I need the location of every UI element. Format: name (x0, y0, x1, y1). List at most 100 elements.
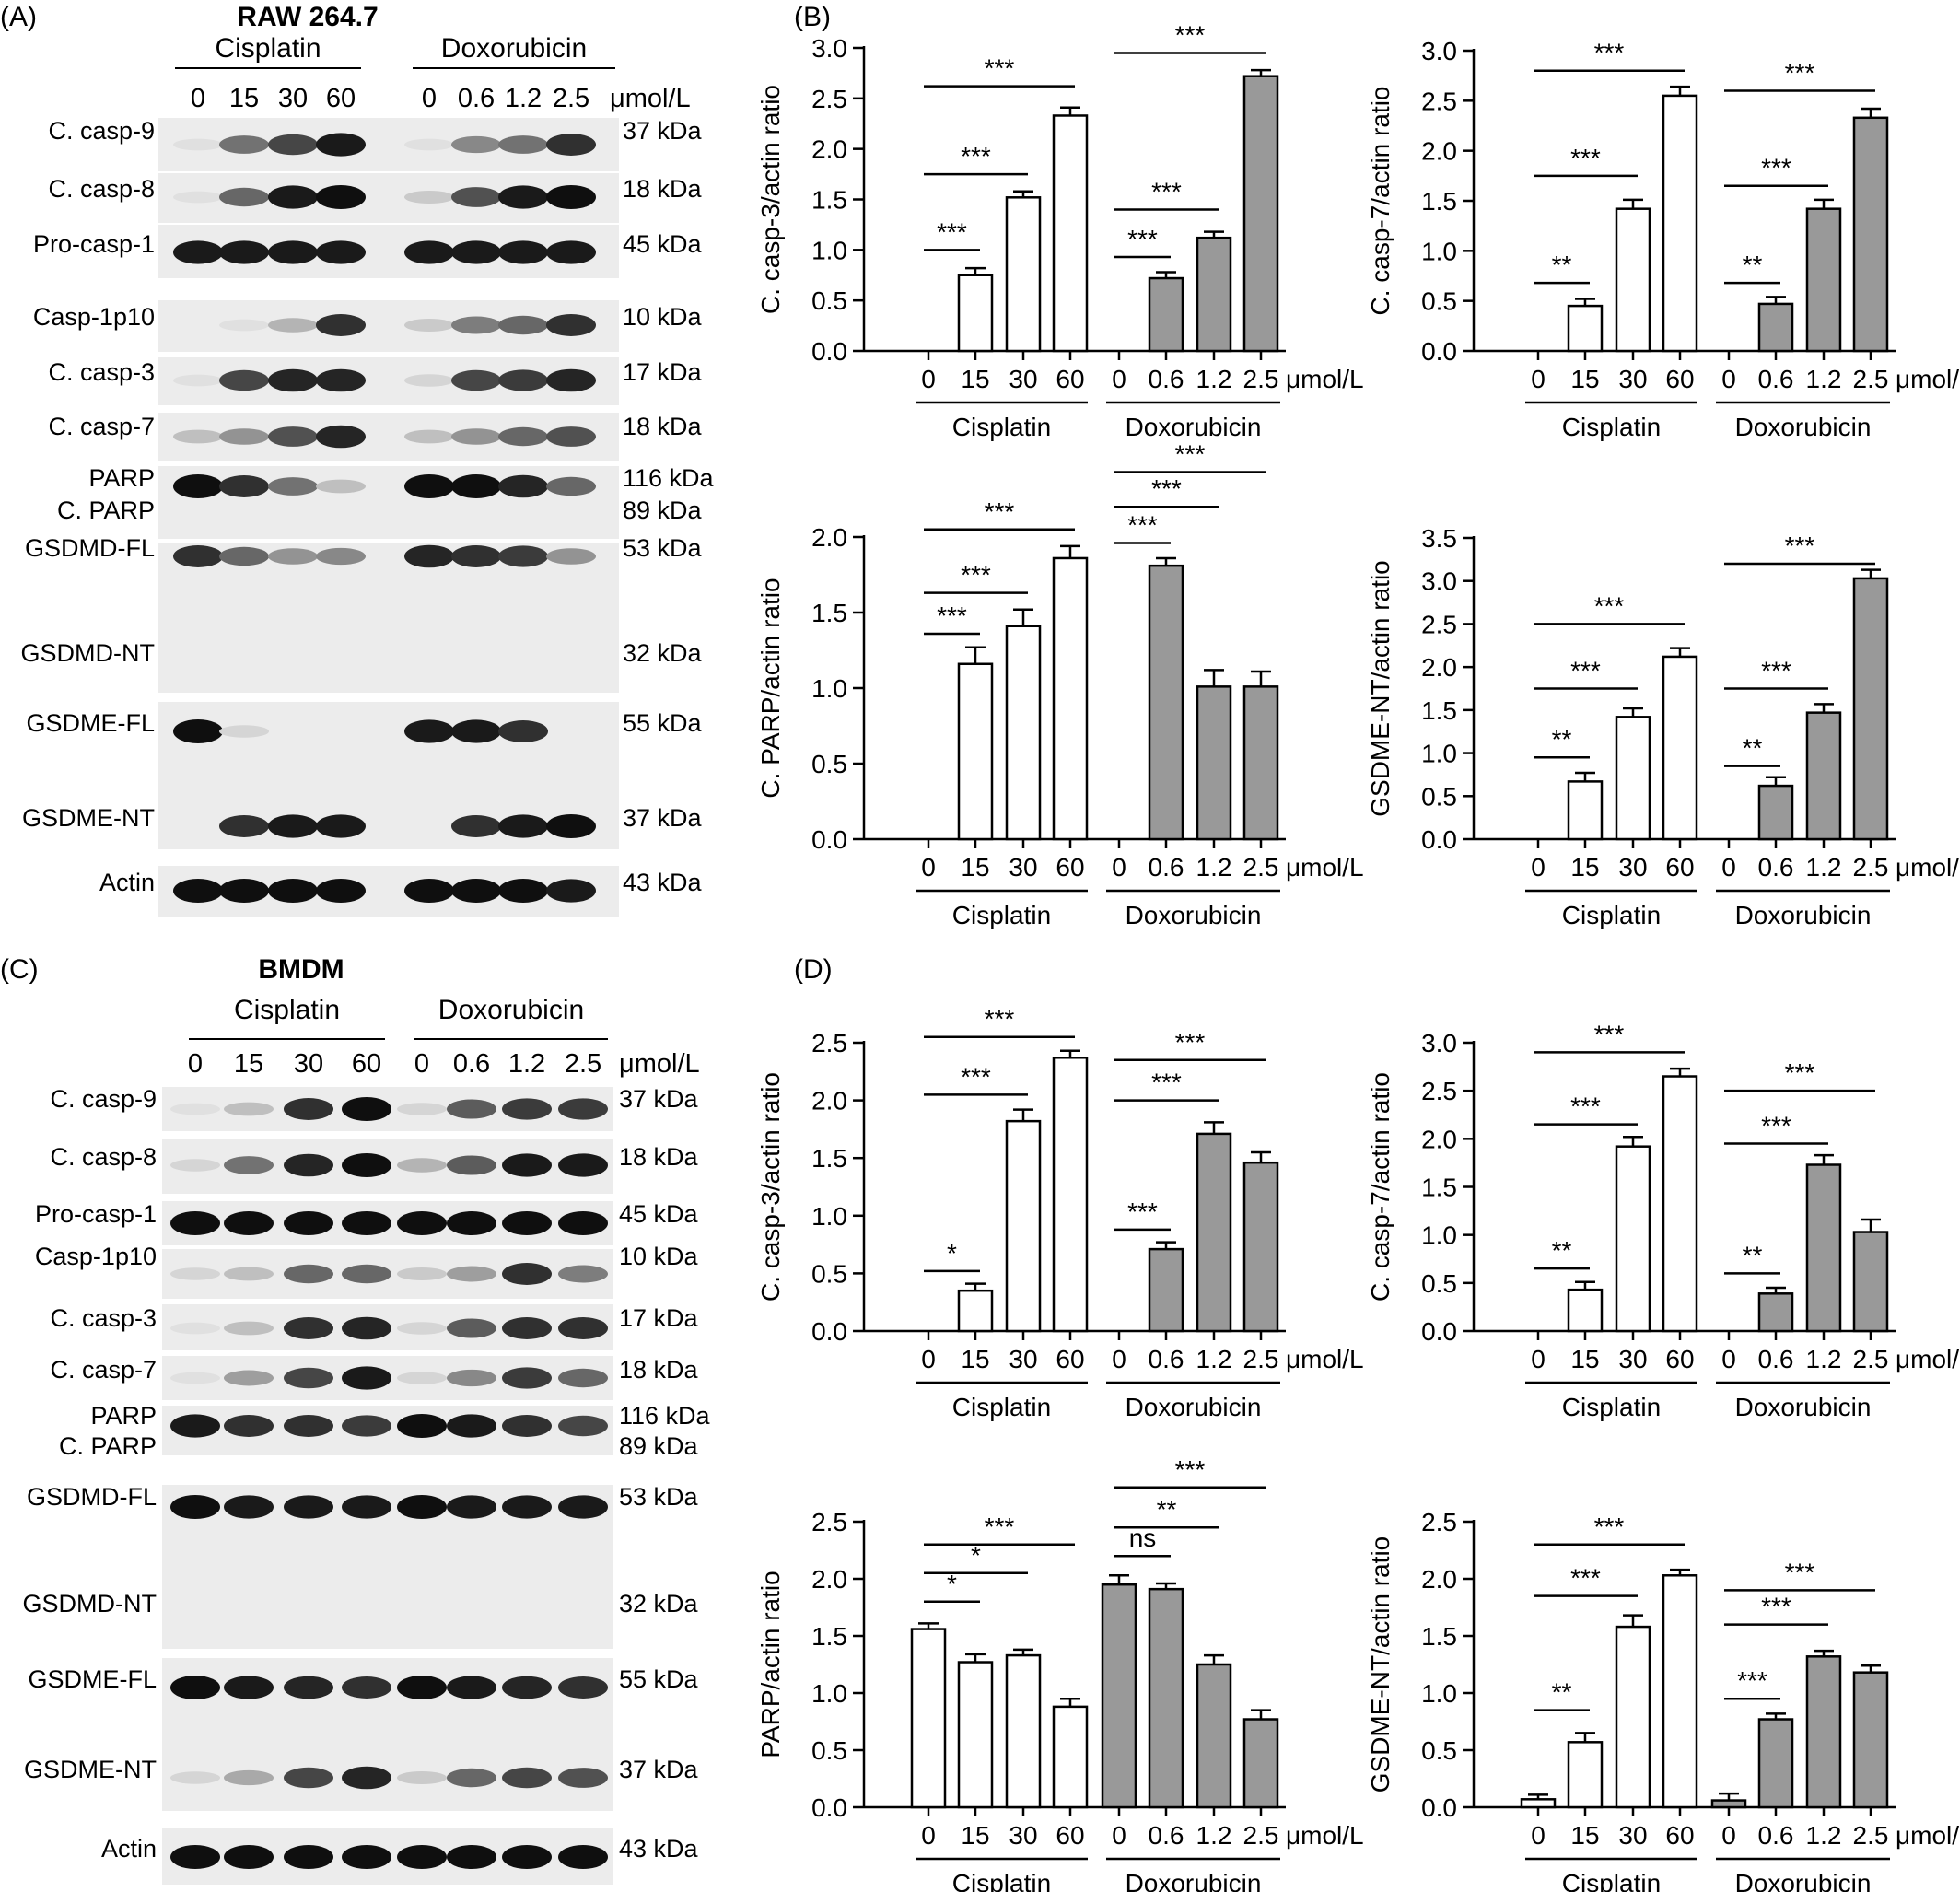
y-tick-label: 0.5 (1421, 1269, 1457, 1298)
significance-label: *** (937, 217, 967, 246)
blot-band (342, 1495, 391, 1519)
y-tick-label: 1.0 (1421, 1679, 1457, 1708)
blot-row: C. casp-9 37 kDa (50, 1085, 699, 1131)
blot-row: C. casp-9 37 kDa (48, 117, 703, 171)
blot-band (284, 1211, 333, 1235)
blot-band (342, 1366, 391, 1390)
blot-band (404, 474, 454, 498)
blot-unit-label: μmol/L (619, 1049, 700, 1079)
significance-label: ** (1552, 1236, 1572, 1265)
blot-row-label: Actin (101, 1835, 157, 1863)
blot-row: C. casp-3 17 kDa (50, 1304, 699, 1350)
x-tick-label: 0 (1721, 1345, 1736, 1373)
significance-label: *** (1594, 1020, 1625, 1048)
blot-row-label: C. casp-3 (48, 358, 155, 386)
blot-band (268, 185, 318, 209)
blot-band (451, 719, 501, 743)
blot-row: GSDME-FL GSDME-NT 55 kDa 37 kDa (24, 1658, 699, 1811)
blot-band (502, 1415, 552, 1437)
y-tick-label: 0.5 (1421, 1736, 1457, 1765)
y-tick-label: 2.0 (811, 1565, 847, 1594)
blot-band (224, 1415, 274, 1437)
significance-label: *** (1594, 591, 1625, 620)
blot-row: PARP C. PARP 116 kDa 89 kDa (57, 464, 715, 539)
blot-band (447, 1099, 496, 1119)
significance-label: *** (1127, 511, 1158, 540)
significance-label: *** (1151, 474, 1182, 503)
blot-lane-label: 0 (188, 1049, 203, 1079)
blot-band (451, 545, 501, 567)
blot-band (170, 1322, 220, 1335)
y-tick-label: 1.5 (1421, 187, 1457, 216)
significance-label: *** (985, 1512, 1015, 1541)
y-tick-label: 0.5 (811, 286, 847, 315)
kda-marker-label: 55 kDa (623, 709, 703, 737)
blot-row-label: GSDMD-FL (25, 534, 155, 562)
bar (1567, 780, 1604, 841)
blot-band (284, 1845, 333, 1869)
y-tick-label: 0.0 (811, 1317, 847, 1346)
bar (1520, 1798, 1557, 1809)
y-tick-label: 2.5 (1421, 87, 1457, 115)
x-tick-label: 30 (1618, 853, 1647, 882)
significance-label: *** (1785, 531, 1815, 560)
kda-marker-label: 17 kDa (619, 1304, 699, 1332)
y-tick-label: 0.0 (811, 825, 847, 854)
y-tick-label: 1.5 (811, 1144, 847, 1173)
y-tick-label: 1.0 (811, 674, 847, 703)
x-tick-label: 15 (1570, 1821, 1599, 1850)
bar (1052, 1705, 1089, 1809)
y-tick-label: 2.5 (811, 1508, 847, 1536)
blot-band (451, 135, 501, 154)
bar (1242, 685, 1279, 841)
blot-band (170, 1771, 220, 1784)
blot-band (404, 719, 454, 743)
blot-band (498, 426, 548, 447)
bar (1148, 1587, 1184, 1809)
x-tick-label: 0 (1531, 365, 1546, 393)
significance-label: *** (1151, 177, 1182, 205)
blot-band (397, 1414, 447, 1438)
blot-row: Casp-1p10 10 kDa (35, 1243, 699, 1299)
kda-marker-label: 53 kDa (623, 534, 703, 562)
x-tick-label: 30 (1009, 365, 1037, 393)
blot-band (224, 1769, 274, 1786)
kda-marker-label: 45 kDa (619, 1200, 699, 1228)
blot-band (451, 815, 501, 837)
significance-label: *** (985, 1005, 1015, 1034)
blot-band (284, 1676, 333, 1699)
x-unit-label: μmol/L (1896, 1345, 1960, 1373)
y-tick-label: 2.0 (1421, 1565, 1457, 1594)
blot-row-label: GSDME-NT (24, 1756, 157, 1783)
blot-band (451, 369, 501, 391)
x-tick-label: 0 (1721, 1821, 1736, 1850)
significance-label: *** (1785, 58, 1815, 87)
kda-marker-label: 10 kDa (623, 303, 703, 331)
blot-band (447, 1318, 496, 1338)
kda-marker-label: 37 kDa (619, 1756, 699, 1783)
blot-group-label: Doxorubicin (441, 33, 587, 64)
blot-band (546, 548, 596, 565)
bar (1805, 207, 1842, 353)
significance-label: *** (1570, 144, 1601, 172)
blot-band (316, 425, 366, 449)
blot-band (498, 814, 548, 838)
x-unit-label: μmol/L (1286, 853, 1364, 882)
blot-band (451, 240, 501, 264)
blot-band (316, 547, 366, 566)
panel-letter: (C) (0, 954, 39, 985)
blot-band (316, 479, 366, 494)
blot-lane-label: 15 (234, 1049, 263, 1079)
blot-band (173, 429, 223, 444)
blot-band (397, 1103, 447, 1115)
y-tick-label: 1.0 (811, 1679, 847, 1708)
blot-lane-label: 1.2 (505, 84, 542, 113)
x-tick-label: 1.2 (1806, 853, 1842, 882)
blot-title: RAW 264.7 (237, 2, 378, 32)
x-tick-label: 60 (1056, 1821, 1084, 1850)
y-tick-label: 3.0 (1421, 1029, 1457, 1057)
y-tick-label: 0.5 (811, 1736, 847, 1765)
blot-group-label: Cisplatin (215, 33, 321, 64)
blot-band (498, 474, 548, 498)
x-tick-label: 2.5 (1243, 853, 1279, 882)
